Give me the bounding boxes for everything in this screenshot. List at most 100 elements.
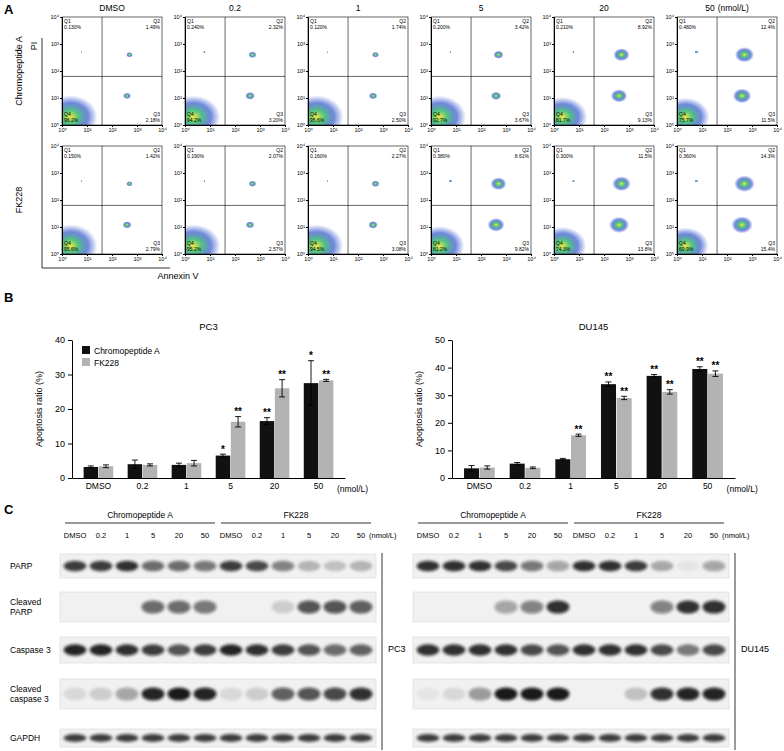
population-cluster xyxy=(695,180,698,183)
error-bar xyxy=(176,463,182,466)
protein-label: GAPDH xyxy=(10,733,40,743)
tick-label: 10¹ xyxy=(174,224,182,230)
legend-label: FK228 xyxy=(94,358,119,368)
column-title: 5 xyxy=(479,3,484,13)
error-bar xyxy=(530,467,536,469)
row-label: Chromopeptide A xyxy=(14,36,24,106)
tick-label: 10⁴ xyxy=(420,14,429,20)
tick: 10⁰ xyxy=(427,254,436,262)
flow-plot: 10⁰10¹10²10³10⁴10⁰10¹10²10³10⁴Q10.480%Q2… xyxy=(662,14,783,136)
tick-label: 30 xyxy=(55,370,65,380)
tick: 10⁰ xyxy=(673,125,682,133)
error-cap xyxy=(279,396,285,397)
tick-label: 10³ xyxy=(380,127,388,133)
tick: 30 xyxy=(435,391,452,401)
blot-strip xyxy=(60,554,376,578)
tick: 10⁰ xyxy=(304,254,313,262)
blot-band xyxy=(194,687,217,700)
tick: 10¹ xyxy=(297,224,308,230)
tick: 10⁰ xyxy=(51,122,62,128)
flow-marks xyxy=(308,17,408,125)
tick-label: 5 xyxy=(228,481,233,491)
error-bar xyxy=(264,418,270,425)
axis-line xyxy=(429,147,432,255)
tick: 10³ xyxy=(380,254,388,262)
tick-label: 10³ xyxy=(666,41,674,47)
tick: 10¹ xyxy=(207,254,215,262)
tick-label: 5 xyxy=(614,481,619,491)
tick-mark xyxy=(60,17,62,18)
flow-marks xyxy=(554,146,654,254)
blot-strip xyxy=(413,637,729,663)
tick-label: 10¹ xyxy=(207,127,215,133)
blot-band xyxy=(703,561,726,572)
tick-label: 10⁴ xyxy=(297,143,306,149)
tick-label: 10² xyxy=(478,256,486,262)
error-bar xyxy=(697,367,703,371)
x-axis: 10⁰10¹10²10³10⁴ xyxy=(304,254,413,262)
y-axis: 10⁰10¹10²10³10⁴ xyxy=(420,14,432,128)
gate-line xyxy=(185,76,285,77)
gate-line xyxy=(308,205,408,206)
blot-band xyxy=(495,600,518,613)
bar xyxy=(172,465,187,478)
tick-label: 10² xyxy=(666,68,674,74)
tick-mark xyxy=(675,44,677,45)
tick-label: 10⁰ xyxy=(420,122,429,128)
error-bar xyxy=(605,382,611,386)
quadrant-percent: 0.150% xyxy=(64,153,82,159)
population-cluster xyxy=(369,92,378,99)
tick-mark xyxy=(552,254,554,255)
tick: 10³ xyxy=(174,41,185,47)
population-cluster xyxy=(609,217,629,233)
gate-line xyxy=(308,76,408,77)
quadrant-percent: 0.300% xyxy=(556,153,574,159)
blot-band xyxy=(350,687,373,700)
error-stem xyxy=(194,460,195,466)
blot-band xyxy=(547,687,570,700)
x-axis: 10⁰10¹10²10³10⁴ xyxy=(58,125,167,133)
tick: 10² xyxy=(232,254,240,262)
flow-plot: 10⁰10¹10²10³10⁴10⁰10¹10²10³10⁴Q10.210%Q2… xyxy=(538,14,660,136)
tick: 10⁰ xyxy=(666,251,677,257)
blot-strip xyxy=(60,679,376,709)
tick-mark xyxy=(183,17,185,18)
tick-label: 10⁰ xyxy=(304,127,313,133)
tick: 10³ xyxy=(420,41,431,47)
tick: 10² xyxy=(51,197,62,203)
error-cap xyxy=(308,405,314,406)
quadrant-percent: 95.6% xyxy=(64,246,79,252)
y-axis: 10⁰10¹10²10³10⁴ xyxy=(297,14,309,128)
tick-label: 10² xyxy=(478,127,486,133)
error-cap xyxy=(88,467,94,468)
tick-mark xyxy=(183,98,185,99)
significance: ** xyxy=(263,407,271,418)
blot-band xyxy=(298,644,321,655)
tick-label: 10² xyxy=(601,127,609,133)
tick-label: 10⁴ xyxy=(174,143,183,149)
tick-mark xyxy=(306,44,308,45)
tick-label: 10² xyxy=(232,127,240,133)
gate-line xyxy=(62,205,162,206)
population-cluster xyxy=(613,48,629,61)
blot-band xyxy=(677,600,700,613)
column-title: 50(nmol/L) xyxy=(705,3,749,13)
blot-band xyxy=(495,644,518,655)
lane-label: 50 xyxy=(357,531,365,540)
tick: 10⁰ xyxy=(58,125,67,133)
tick: 10⁰ xyxy=(58,254,67,262)
gate-line xyxy=(431,76,531,77)
tick-label: 30 xyxy=(435,391,445,401)
tick-label: 10¹ xyxy=(666,224,674,230)
bar xyxy=(99,466,114,478)
blot-band xyxy=(677,687,700,700)
tick: 10⁰ xyxy=(420,251,431,257)
lane-label: 50 xyxy=(710,531,718,540)
population-cluster xyxy=(371,180,379,187)
blot-panel: Chromopeptide AFK228DMSO0.2152050DMSO0.2… xyxy=(10,510,406,750)
blot-band xyxy=(246,687,269,700)
column-title-text: 50 xyxy=(705,3,715,13)
blot-strip xyxy=(413,679,729,709)
axis-guide xyxy=(42,38,43,268)
quadrant-percent: 3.20% xyxy=(269,117,284,123)
